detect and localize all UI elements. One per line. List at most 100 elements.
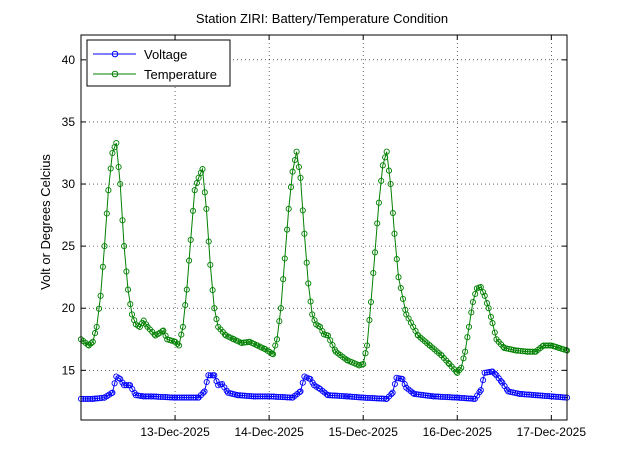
series-point-temperature: [213, 316, 220, 323]
series-point-voltage: [205, 372, 212, 379]
series-point-temperature: [178, 331, 185, 338]
series-point-voltage: [364, 394, 371, 401]
series-point-temperature: [289, 168, 296, 175]
series-point-voltage: [362, 394, 369, 401]
series-point-voltage: [261, 393, 268, 400]
series-point-temperature: [469, 298, 476, 306]
series-point-voltage: [252, 393, 259, 400]
series-point-voltage: [237, 392, 244, 399]
series-point-voltage: [446, 394, 453, 401]
series-point-voltage: [427, 392, 434, 399]
series-point-temperature: [315, 322, 322, 329]
series-point-voltage: [456, 394, 463, 401]
series-point-temperature: [174, 340, 181, 347]
y-tick-label: 30: [62, 177, 76, 191]
series-point-temperature: [101, 243, 108, 250]
series-point-temperature: [119, 217, 126, 224]
series-point-voltage: [94, 395, 101, 402]
series-point-temperature: [468, 309, 475, 316]
series-point-temperature: [460, 355, 467, 362]
series-point-voltage: [393, 374, 400, 381]
series-point-temperature: [199, 166, 206, 173]
series-point-temperature: [464, 334, 471, 341]
series-point-temperature: [117, 180, 124, 188]
series-point-temperature: [364, 342, 371, 349]
series-point-temperature: [385, 167, 393, 174]
series-point-temperature: [465, 323, 473, 330]
series-point-voltage: [557, 394, 564, 401]
series-point-temperature: [517, 347, 524, 354]
series-point-voltage: [159, 393, 167, 401]
series-point-voltage: [373, 395, 380, 402]
series-point-voltage: [257, 393, 264, 400]
series-point-voltage: [550, 393, 557, 400]
series-point-voltage: [369, 395, 376, 402]
x-tick-label: 15-Dec-2025: [329, 425, 399, 439]
y-tick-label: 40: [62, 53, 76, 67]
series-point-voltage: [259, 393, 266, 400]
series-point-temperature: [319, 328, 326, 335]
series-point-voltage: [349, 393, 356, 400]
series-point-voltage: [188, 394, 195, 401]
legend-voltage-marker: [111, 50, 119, 58]
series-point-temperature: [293, 148, 300, 155]
series-point-temperature: [515, 347, 522, 354]
series-point-voltage: [532, 392, 539, 399]
series-point-temperature: [387, 180, 394, 188]
series-point-temperature: [269, 350, 276, 357]
series-point-temperature: [399, 295, 407, 302]
series-point-temperature: [379, 162, 386, 169]
series-point-temperature: [182, 302, 189, 309]
series-point-temperature: [273, 336, 281, 343]
series-point-temperature: [107, 165, 114, 172]
series-point-voltage: [541, 392, 548, 399]
series-point-voltage: [243, 392, 250, 399]
series-point-voltage: [521, 391, 528, 398]
series-point-voltage: [250, 393, 257, 400]
series-point-voltage: [241, 392, 248, 399]
series-point-temperature: [287, 184, 295, 191]
series-point-voltage: [367, 394, 374, 402]
series-point-voltage: [299, 379, 306, 386]
series-point-voltage: [296, 389, 303, 396]
series-point-voltage: [148, 393, 155, 400]
series-point-voltage: [297, 388, 304, 395]
series-point-voltage: [132, 392, 139, 399]
series-point-voltage: [183, 394, 190, 401]
series-point-voltage: [82, 395, 89, 402]
series-point-voltage: [123, 382, 130, 389]
series-point-voltage: [162, 394, 169, 401]
series-point-voltage: [109, 389, 116, 396]
series-point-temperature: [284, 226, 291, 233]
series-point-voltage: [248, 393, 255, 400]
legend-voltage-label: Voltage: [144, 47, 187, 62]
series-point-voltage: [544, 393, 551, 400]
series-point-voltage: [388, 391, 395, 398]
series-point-voltage: [264, 393, 271, 400]
series-point-temperature: [187, 236, 194, 243]
series-point-temperature: [93, 323, 100, 330]
series-point-temperature: [382, 154, 389, 161]
series-point-voltage: [277, 393, 284, 401]
series-point-temperature: [329, 341, 336, 349]
series-point-voltage: [153, 393, 160, 400]
series-point-voltage: [432, 393, 440, 400]
series-point-temperature: [189, 207, 197, 214]
series-point-voltage: [239, 392, 246, 399]
series-point-voltage: [539, 392, 546, 399]
series-point-temperature: [175, 342, 183, 349]
series-point-temperature: [295, 163, 302, 171]
series-point-temperature: [238, 339, 245, 347]
series-point-voltage: [176, 394, 183, 401]
series-point-temperature: [383, 148, 390, 155]
series-point-voltage: [465, 395, 472, 402]
series-point-voltage: [327, 392, 334, 399]
series-point-voltage: [89, 395, 96, 402]
series-layer: [77, 139, 571, 402]
series-point-temperature: [280, 276, 287, 283]
series-point-temperature: [445, 359, 452, 367]
series-point-voltage: [353, 394, 360, 401]
series-point-voltage: [272, 393, 280, 400]
series-point-temperature: [393, 256, 400, 263]
series-point-temperature: [524, 348, 531, 355]
